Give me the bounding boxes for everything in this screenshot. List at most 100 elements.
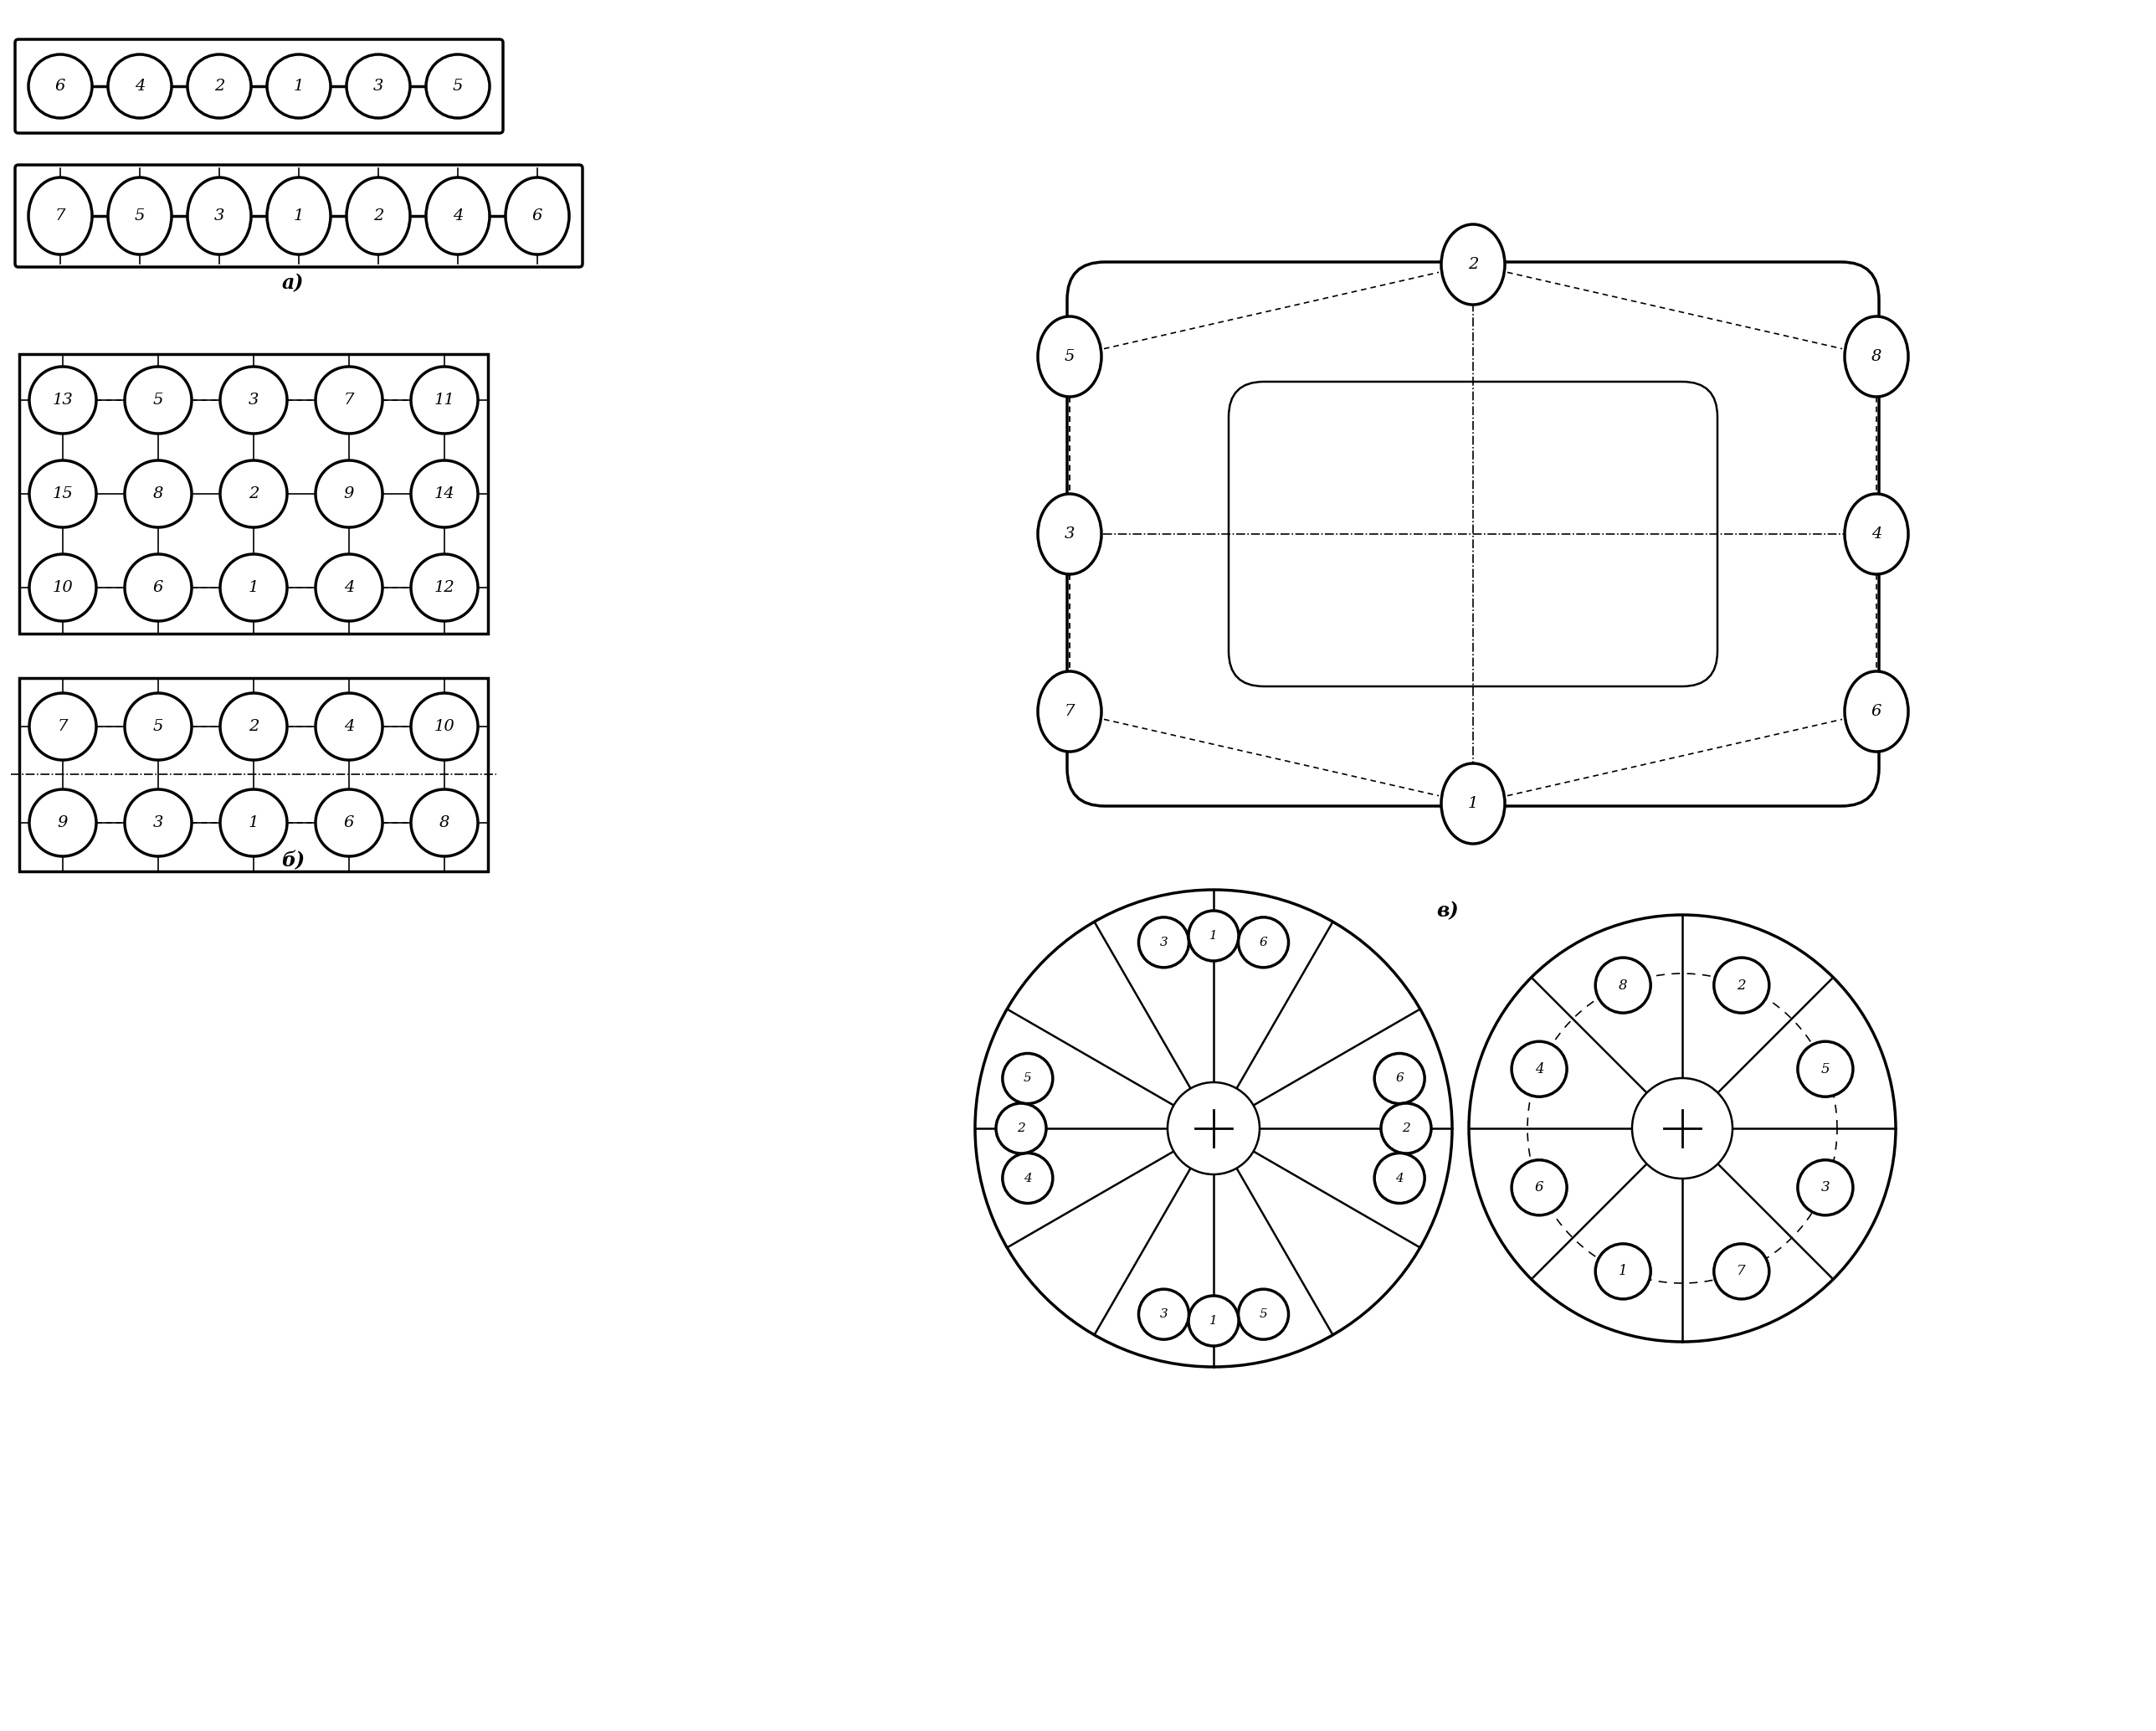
Text: 3: 3 — [1160, 936, 1169, 949]
Text: 3: 3 — [1822, 1181, 1830, 1194]
Circle shape — [1138, 917, 1188, 968]
Circle shape — [125, 789, 192, 857]
Text: 6: 6 — [153, 580, 164, 595]
Circle shape — [1714, 957, 1770, 1013]
Text: 1: 1 — [1210, 930, 1218, 942]
Text: 1: 1 — [1619, 1264, 1628, 1279]
Circle shape — [412, 554, 479, 621]
Text: 4: 4 — [1024, 1172, 1033, 1184]
Circle shape — [1373, 1054, 1425, 1104]
Text: 4: 4 — [453, 208, 464, 223]
Circle shape — [1238, 1290, 1289, 1340]
Text: 4: 4 — [134, 78, 144, 93]
Text: 4: 4 — [1871, 526, 1882, 542]
Ellipse shape — [1440, 225, 1505, 305]
Ellipse shape — [1846, 317, 1908, 396]
FancyBboxPatch shape — [1067, 261, 1880, 807]
Circle shape — [412, 789, 479, 857]
Text: 7: 7 — [56, 208, 65, 223]
Text: б): б) — [280, 850, 304, 871]
Text: 7: 7 — [58, 718, 69, 734]
Text: 2: 2 — [1738, 978, 1746, 992]
Text: 6: 6 — [56, 78, 65, 93]
Text: 1: 1 — [1468, 796, 1479, 812]
Text: 4: 4 — [343, 718, 354, 734]
Text: в): в) — [1436, 900, 1460, 921]
Text: 6: 6 — [1535, 1181, 1544, 1194]
Circle shape — [347, 54, 410, 118]
Circle shape — [1798, 1160, 1852, 1215]
Text: 2: 2 — [373, 208, 384, 223]
Circle shape — [315, 692, 382, 760]
Text: 1: 1 — [293, 208, 304, 223]
Bar — [19, 355, 487, 634]
Ellipse shape — [505, 178, 569, 254]
Ellipse shape — [1037, 317, 1102, 396]
Text: 5: 5 — [1065, 350, 1076, 364]
Circle shape — [1632, 1078, 1733, 1179]
Text: 10: 10 — [433, 718, 455, 734]
Circle shape — [30, 367, 97, 433]
Text: 2: 2 — [1401, 1122, 1410, 1134]
Text: 3: 3 — [1160, 1309, 1169, 1321]
Ellipse shape — [1846, 672, 1908, 751]
Text: 5: 5 — [1259, 1309, 1268, 1321]
Text: 7: 7 — [1065, 705, 1076, 718]
Ellipse shape — [1846, 493, 1908, 575]
Text: 6: 6 — [343, 815, 354, 831]
Circle shape — [1188, 911, 1240, 961]
Text: 5: 5 — [153, 393, 164, 407]
Circle shape — [30, 789, 97, 857]
Text: 1: 1 — [248, 815, 259, 831]
Ellipse shape — [108, 178, 172, 254]
Text: 6: 6 — [533, 208, 543, 223]
Text: 6: 6 — [1871, 705, 1882, 718]
Circle shape — [1511, 1160, 1567, 1215]
Text: 2: 2 — [248, 718, 259, 734]
Circle shape — [1169, 1082, 1259, 1174]
Circle shape — [125, 554, 192, 621]
Circle shape — [412, 692, 479, 760]
Text: 2: 2 — [213, 78, 224, 93]
Ellipse shape — [188, 178, 250, 254]
Text: 2: 2 — [1468, 256, 1479, 272]
Text: 12: 12 — [433, 580, 455, 595]
Circle shape — [315, 367, 382, 433]
Text: 4: 4 — [1535, 1061, 1544, 1077]
Circle shape — [1511, 1042, 1567, 1097]
Ellipse shape — [1037, 672, 1102, 751]
Circle shape — [1595, 957, 1651, 1013]
Text: 5: 5 — [134, 208, 144, 223]
Text: 1: 1 — [248, 580, 259, 595]
Text: 8: 8 — [153, 486, 164, 502]
Circle shape — [28, 54, 93, 118]
Circle shape — [267, 54, 330, 118]
Text: 5: 5 — [1024, 1073, 1033, 1084]
Ellipse shape — [427, 178, 489, 254]
Circle shape — [125, 367, 192, 433]
Text: 11: 11 — [433, 393, 455, 407]
Text: 7: 7 — [1738, 1264, 1746, 1279]
Text: 3: 3 — [248, 393, 259, 407]
Circle shape — [188, 54, 250, 118]
Text: 13: 13 — [52, 393, 73, 407]
Ellipse shape — [1440, 763, 1505, 843]
Text: 3: 3 — [153, 815, 164, 831]
Ellipse shape — [347, 178, 410, 254]
Text: 9: 9 — [343, 486, 354, 502]
Text: 3: 3 — [213, 208, 224, 223]
Circle shape — [125, 692, 192, 760]
Circle shape — [315, 789, 382, 857]
Circle shape — [220, 460, 287, 528]
Circle shape — [30, 460, 97, 528]
Circle shape — [1188, 1297, 1240, 1347]
Circle shape — [1798, 1042, 1852, 1097]
Ellipse shape — [1037, 493, 1102, 575]
Circle shape — [220, 692, 287, 760]
FancyBboxPatch shape — [15, 40, 502, 133]
Text: 1: 1 — [293, 78, 304, 93]
Text: 15: 15 — [52, 486, 73, 502]
Text: 1: 1 — [1210, 1316, 1218, 1326]
Text: 7: 7 — [343, 393, 354, 407]
Text: 8: 8 — [440, 815, 451, 831]
